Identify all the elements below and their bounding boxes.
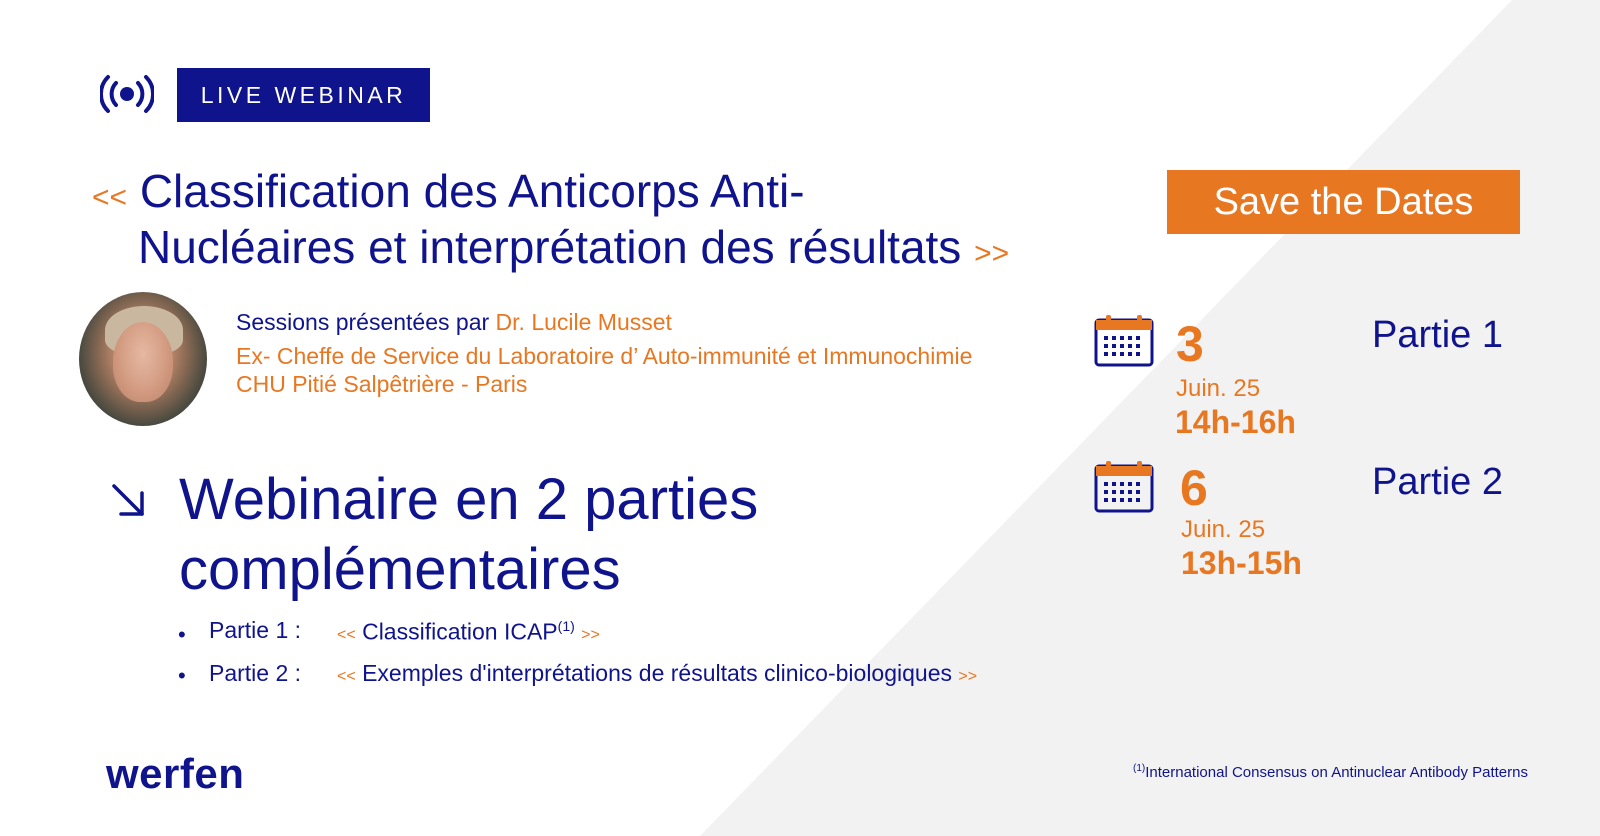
live-webinar-badge: LIVE WEBINAR (177, 68, 430, 122)
webinar-heading-line-2: complémentaires (179, 537, 621, 602)
footnote-text: International Consensus on Antinuclear A… (1145, 764, 1528, 781)
part-1-label: Partie 1 : (209, 617, 302, 643)
date-2-part: Partie 2 (1372, 461, 1503, 503)
speaker-name: Dr. Lucile Musset (495, 309, 672, 335)
title-line-2: Nucléaires et interprétation des résulta… (138, 219, 1009, 282)
bullet-icon: • (178, 663, 186, 688)
title-text-2: Nucléaires et interprétation des résulta… (138, 221, 962, 273)
date-2-day: 6 (1180, 460, 1208, 516)
title-open-quote: << (92, 181, 128, 214)
date-2-month: Juin. 25 (1181, 516, 1266, 543)
bullet-icon: • (178, 622, 186, 647)
part-1-description: << Classification ICAP(1) >> (337, 618, 600, 645)
title-close-quote: >> (974, 237, 1010, 270)
part-2-label: Partie 2 : (209, 660, 302, 686)
date-2-hours: 13h-15h (1181, 545, 1302, 581)
date-1-month: Juin. 25 (1176, 375, 1261, 402)
save-the-dates-button[interactable]: Save the Dates (1167, 170, 1520, 234)
live-broadcast-icon (100, 75, 154, 113)
date-1-day: 3 (1176, 316, 1204, 372)
calendar-icon (1094, 461, 1154, 513)
speaker-role: Ex- Cheffe de Service du Laboratoire d’ … (236, 343, 973, 369)
date-1-hours: 14h-16h (1175, 404, 1296, 440)
title-text-1: Classification des Anticorps Anti- (139, 165, 805, 217)
speaker-intro-line: Sessions présentées par Dr. Lucile Musse… (236, 309, 672, 336)
speaker-avatar (79, 292, 207, 426)
part-2-description: << Exemples d'interprétations de résulta… (337, 660, 978, 686)
speaker-intro: Sessions présentées par (236, 309, 490, 335)
date-1-part: Partie 1 (1372, 314, 1503, 356)
arrow-down-right-icon (112, 484, 144, 516)
title-line-1: << Classification des Anticorps Anti- (92, 163, 805, 226)
webinar-heading-line-1: Webinaire en 2 parties (179, 467, 759, 532)
speaker-institution: CHU Pitié Salpêtrière - Paris (236, 371, 528, 397)
footnote: (1)International Consensus on Antinuclea… (1133, 763, 1528, 781)
footnote-marker: (1) (1133, 763, 1146, 774)
werfen-logo: werfen (106, 750, 245, 797)
calendar-icon (1094, 315, 1154, 367)
